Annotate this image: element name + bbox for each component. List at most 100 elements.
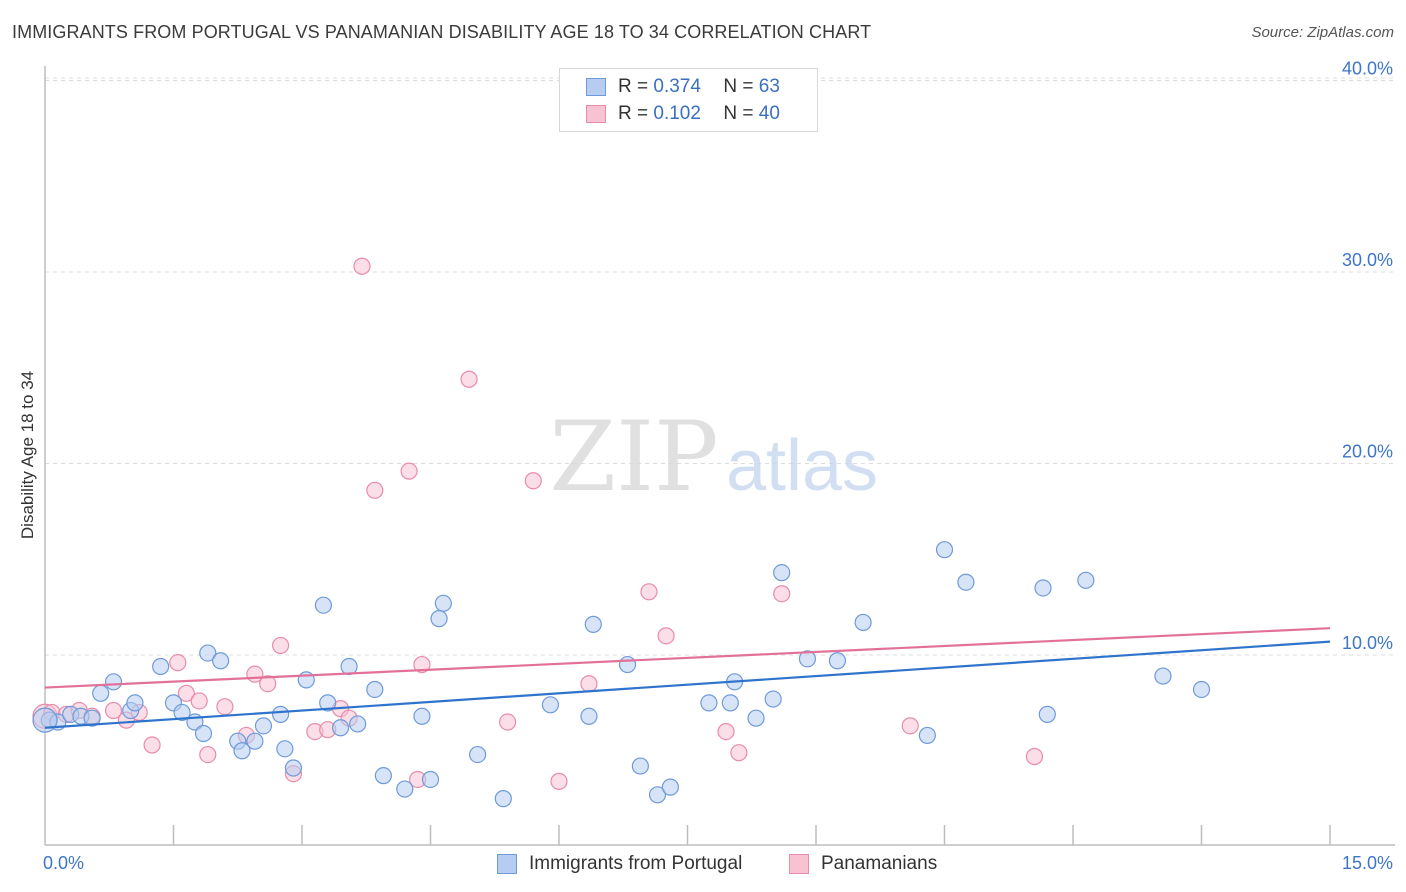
legend-row-portugal: R = 0.374 N = 63 [586, 75, 780, 99]
portugal-point [584, 615, 602, 633]
legend-swatch-pink [586, 105, 606, 123]
legend-swatch-blue [586, 78, 606, 96]
panamanian-point [499, 713, 517, 731]
x-tick-label-min: 0.0% [43, 853, 84, 873]
panamanian-point [773, 585, 791, 603]
portugal-point [212, 652, 230, 670]
series-legend-panamanians[interactable]: Panamanians [789, 853, 937, 875]
grid-lines [45, 77, 1395, 656]
panamanian-point [216, 698, 234, 716]
portugal-point [648, 786, 667, 804]
portugal-point [276, 740, 294, 758]
legend-n-value: 40 [758, 103, 780, 124]
panamanian-point [400, 462, 418, 480]
portugal-point [1154, 667, 1172, 685]
data-points [32, 257, 1211, 808]
portugal-point [828, 652, 847, 670]
portugal-point [126, 694, 144, 712]
portugal-point [700, 694, 718, 712]
portugal-point [541, 696, 560, 714]
panamanian-point [104, 701, 123, 720]
portugal-point [631, 757, 649, 775]
portugal-trend-line [44, 640, 1331, 729]
portugal-point [935, 541, 954, 559]
panamanian-point [550, 772, 568, 790]
portugal-point [469, 745, 487, 764]
panamanian-point [730, 744, 748, 762]
portugal-point [747, 709, 765, 727]
portugal-point [331, 719, 350, 737]
portugal-point [413, 707, 431, 725]
panamanian-point [259, 675, 277, 693]
y-tick-label: 30.0% [1342, 250, 1393, 270]
portugal-point [430, 610, 448, 628]
portugal-point [957, 573, 975, 591]
portugal-point [396, 780, 414, 798]
legend-row-panamanians: R = 0.102 N = 40 [586, 102, 780, 126]
watermark-atlas: atlas [726, 426, 878, 506]
tick-labels: 10.0% 20.0% 30.0% 40.0% 0.0% 15.0% [43, 59, 1393, 874]
portugal-point [764, 690, 782, 708]
portugal-point [340, 657, 358, 676]
panamanian-point [190, 692, 208, 710]
portugal-point [661, 778, 679, 796]
portugal-point [580, 707, 598, 725]
portugal-point [773, 564, 791, 582]
legend-r-value: 0.102 [653, 103, 701, 124]
panamanian-point [657, 627, 675, 645]
portugal-point [721, 694, 739, 712]
portugal-point [254, 717, 273, 735]
panamanian-point [366, 481, 384, 499]
panamanian-point [580, 675, 598, 693]
portugal-point [494, 790, 512, 808]
portugal-point [284, 759, 303, 777]
legend-r-label: R = [618, 76, 649, 97]
panamanian-point [1025, 747, 1044, 766]
portugal-point [32, 707, 58, 733]
portugal-point [366, 680, 384, 699]
watermark: ZIP atlas [549, 401, 878, 513]
panamanian-point [143, 736, 161, 754]
portugal-point [618, 655, 637, 674]
portugal-point [319, 694, 337, 712]
trend-lines [44, 627, 1331, 729]
portugal-point [246, 732, 264, 750]
panamanian-point [169, 654, 187, 672]
legend-r-value: 0.374 [653, 76, 701, 97]
portugal-point [152, 657, 170, 676]
panamanian-point [524, 472, 542, 490]
series-swatch-pink [789, 854, 809, 874]
portugal-point [798, 650, 817, 668]
panamanian-point [901, 717, 919, 735]
y-tick-label: 40.0% [1342, 59, 1393, 79]
portugal-point [1192, 680, 1211, 699]
panamanian-point [413, 655, 431, 674]
panamanian-point [353, 257, 371, 275]
portugal-point [349, 715, 367, 733]
portugal-point [104, 673, 123, 691]
series-legend: Immigrants from Portugal Panamanians [0, 850, 1406, 878]
portugal-point [92, 684, 110, 702]
panamanian-point [717, 722, 735, 741]
legend-n-label: N = [723, 76, 754, 97]
portugal-point [199, 644, 217, 662]
portugal-point [854, 613, 872, 632]
portugal-point [434, 594, 452, 612]
portugal-point [173, 703, 191, 722]
panamanian-point [460, 370, 478, 388]
axes [44, 66, 1395, 846]
portugal-point [194, 724, 213, 743]
legend-n-label: N = [723, 103, 754, 124]
y-tick-label: 20.0% [1342, 442, 1393, 462]
portugal-point [918, 726, 936, 745]
portugal-point [374, 767, 392, 785]
panamanian-point [271, 636, 290, 655]
portugal-point [1034, 579, 1052, 597]
series-label-portugal: Immigrants from Portugal [529, 853, 743, 874]
chart-title: IMMIGRANTS FROM PORTUGAL VS PANAMANIAN D… [12, 22, 872, 42]
series-legend-portugal[interactable]: Immigrants from Portugal [497, 853, 742, 875]
panamanian-point [640, 583, 658, 601]
legend-n-value: 63 [758, 76, 780, 97]
panamanian-point [199, 745, 217, 764]
